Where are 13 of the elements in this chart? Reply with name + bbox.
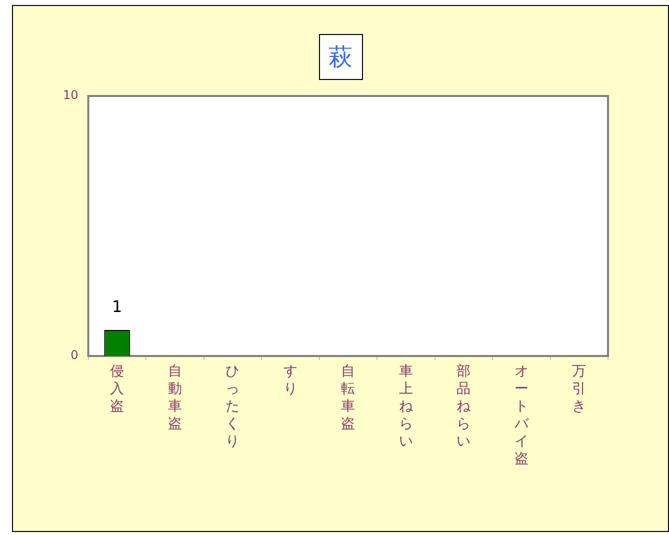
x-tick-label: ひったくり xyxy=(226,363,240,450)
x-tick-label: 侵入盗 xyxy=(110,363,124,414)
data-label: 1 xyxy=(112,297,122,316)
x-tick-label: すり xyxy=(283,363,298,397)
x-tick-label: オートバイ盗 xyxy=(513,363,530,467)
x-tick-label: 自動車盗 xyxy=(168,363,182,432)
x-tick-label: 車上ねらい xyxy=(398,363,414,450)
chart-title: 萩 xyxy=(318,34,362,80)
y-tick-label: 10 xyxy=(62,88,78,102)
x-tick-label: 万引き xyxy=(572,363,586,414)
x-tick-label: 部品ねらい xyxy=(456,363,472,450)
y-tick-label: 0 xyxy=(70,348,78,362)
x-tick-label: 自転車盗 xyxy=(341,363,356,432)
